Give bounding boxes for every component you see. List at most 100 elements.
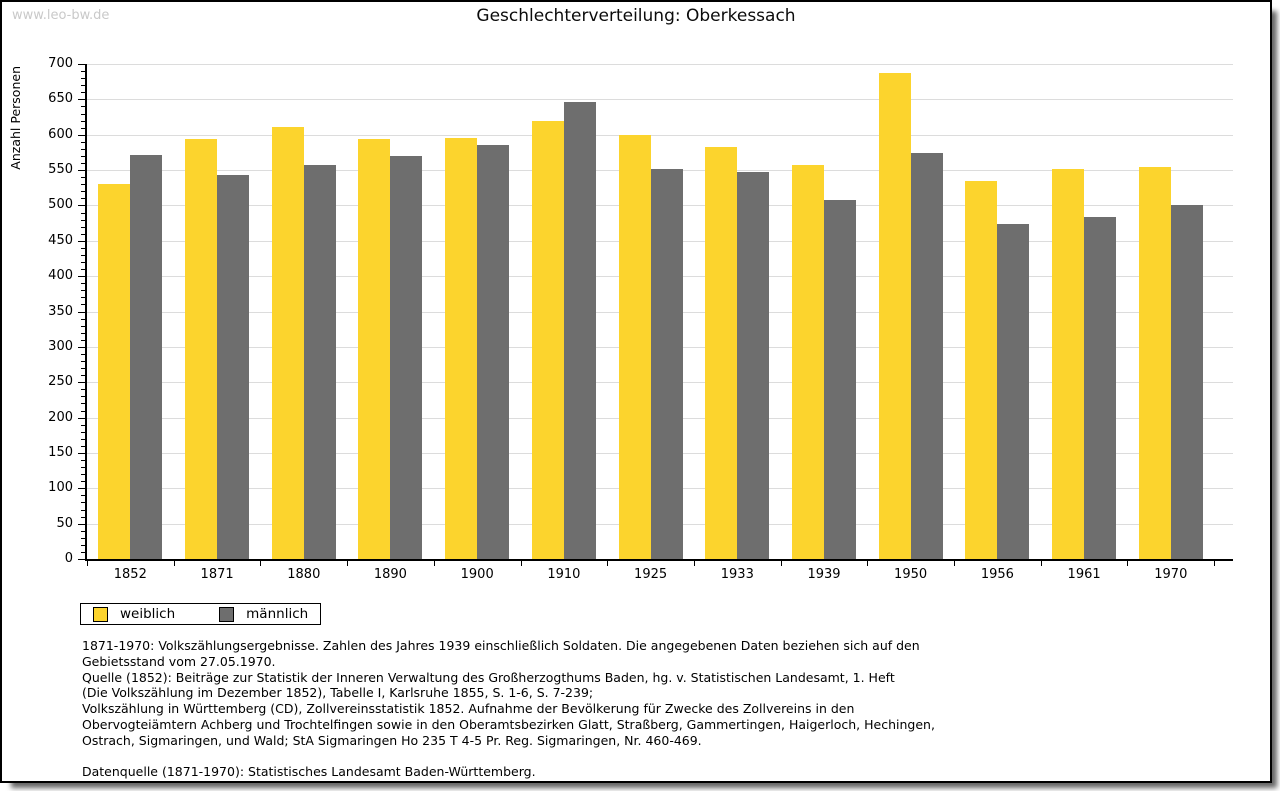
y-minor-tick [81, 396, 85, 398]
y-minor-tick [81, 184, 85, 186]
y-minor-tick [81, 226, 85, 228]
y-minor-tick [81, 339, 85, 341]
y-minor-tick [81, 467, 85, 469]
y-minor-tick [81, 332, 85, 334]
y-minor-tick [81, 269, 85, 271]
legend-item-maennlich: männlich [219, 606, 308, 622]
bar-weiblich-1961 [1052, 168, 1085, 559]
bar-maennlich-1925 [650, 169, 683, 559]
x-tick [1040, 561, 1042, 566]
y-tick-label: 450 [48, 232, 73, 248]
bar-weiblich-1956 [965, 181, 998, 559]
y-minor-tick [81, 375, 85, 377]
x-tick [1127, 561, 1129, 566]
y-minor-tick [81, 85, 85, 87]
y-minor-tick [81, 127, 85, 129]
y-minor-tick [81, 438, 85, 440]
weiblich-swatch-icon [93, 606, 108, 622]
maennlich-label: männlich [246, 606, 309, 622]
bar-weiblich-1900 [445, 137, 478, 559]
y-minor-tick [81, 460, 85, 461]
x-tick [433, 561, 435, 566]
legend-item-weiblich: weiblich [93, 606, 175, 622]
y-minor-tick [81, 304, 85, 306]
y-major-tick [78, 346, 85, 348]
y-minor-tick [81, 92, 85, 94]
y-minor-tick [81, 474, 85, 476]
y-major-tick [78, 523, 85, 525]
x-tick-label: 1852 [113, 567, 147, 582]
footnote-line: Gebietsstand vom 27.05.1970. [82, 653, 276, 669]
y-tick-label: 500 [48, 197, 73, 213]
y-major-tick [78, 559, 85, 560]
y-tick-label: 200 [48, 409, 73, 425]
x-tick [607, 561, 609, 566]
y-major-tick [78, 276, 85, 278]
gridline [87, 64, 1233, 65]
bar-maennlich-1910 [563, 102, 596, 559]
y-minor-tick [81, 262, 85, 263]
x-tick-label: 1880 [287, 567, 321, 582]
y-minor-tick [81, 537, 85, 539]
y-major-tick [78, 382, 85, 384]
y-minor-tick [81, 198, 85, 200]
bar-maennlich-1950 [910, 153, 943, 559]
y-minor-tick [81, 424, 85, 426]
x-tick-label: 1939 [807, 567, 841, 582]
bar-weiblich-1950 [878, 72, 911, 559]
bar-weiblich-1933 [705, 146, 738, 559]
y-tick-label: 50 [56, 515, 73, 531]
bar-maennlich-1871 [217, 175, 250, 559]
y-minor-tick [81, 163, 85, 164]
bar-weiblich-1852 [98, 183, 131, 559]
y-tick-label: 250 [48, 374, 73, 390]
x-tick-label: 1933 [720, 567, 754, 582]
y-minor-tick [81, 212, 85, 214]
x-tick-label: 1970 [1154, 567, 1188, 582]
footnote-line: (Die Volkszählung im Dezember 1852), Tab… [82, 685, 594, 701]
weiblich-label: weiblich [120, 606, 176, 622]
y-minor-tick [81, 191, 85, 193]
y-major-tick [78, 134, 85, 136]
y-minor-tick [81, 530, 85, 532]
bar-maennlich-1939 [824, 199, 856, 559]
footnote-line: Ostrach, Sigmaringen, und Wald; StA Sigm… [82, 732, 702, 748]
footnote-datasource: Datenquelle (1871-1970): Statistisches L… [82, 764, 536, 780]
y-major-tick [78, 240, 85, 242]
x-tick-label: 1961 [1067, 567, 1101, 582]
gridline [87, 99, 1233, 101]
y-minor-tick [81, 431, 85, 433]
y-major-tick [78, 170, 85, 172]
x-axis-line [85, 559, 1233, 561]
bar-maennlich-1970 [1170, 204, 1203, 559]
bar-weiblich-1939 [792, 165, 824, 559]
bar-maennlich-1961 [1084, 217, 1117, 559]
y-minor-tick [81, 353, 85, 355]
x-tick [87, 561, 88, 566]
x-tick-label: 1871 [200, 567, 234, 582]
y-minor-tick [81, 516, 85, 518]
gridline [87, 134, 1233, 136]
y-tick-label: 0 [64, 551, 73, 566]
bar-maennlich-1933 [737, 172, 770, 559]
x-tick-label: 1950 [894, 567, 928, 582]
footnote-line: Volkszählung in Württemberg (CD), Zollve… [82, 701, 855, 717]
x-tick [954, 561, 955, 566]
bar-maennlich-1880 [303, 165, 336, 559]
y-tick-label: 150 [48, 444, 73, 460]
y-major-tick [78, 311, 85, 313]
bar-weiblich-1925 [618, 134, 651, 559]
y-minor-tick [81, 120, 85, 122]
y-minor-tick [81, 290, 85, 292]
y-tick-label: 600 [48, 126, 73, 142]
x-tick-label: 1910 [547, 567, 581, 582]
footnotes: 1871-1970: Volkszählungsergebnisse. Zahl… [82, 638, 935, 780]
y-minor-tick [81, 113, 85, 115]
y-tick-label: 300 [48, 338, 73, 354]
watermark: www.leo-bw.de [12, 8, 110, 23]
footnote-line: Quelle (1852): Beiträge zur Statistik de… [82, 669, 895, 685]
y-minor-tick [81, 106, 85, 108]
y-minor-tick [81, 325, 85, 327]
y-minor-tick [81, 233, 85, 235]
x-tick [173, 561, 175, 566]
